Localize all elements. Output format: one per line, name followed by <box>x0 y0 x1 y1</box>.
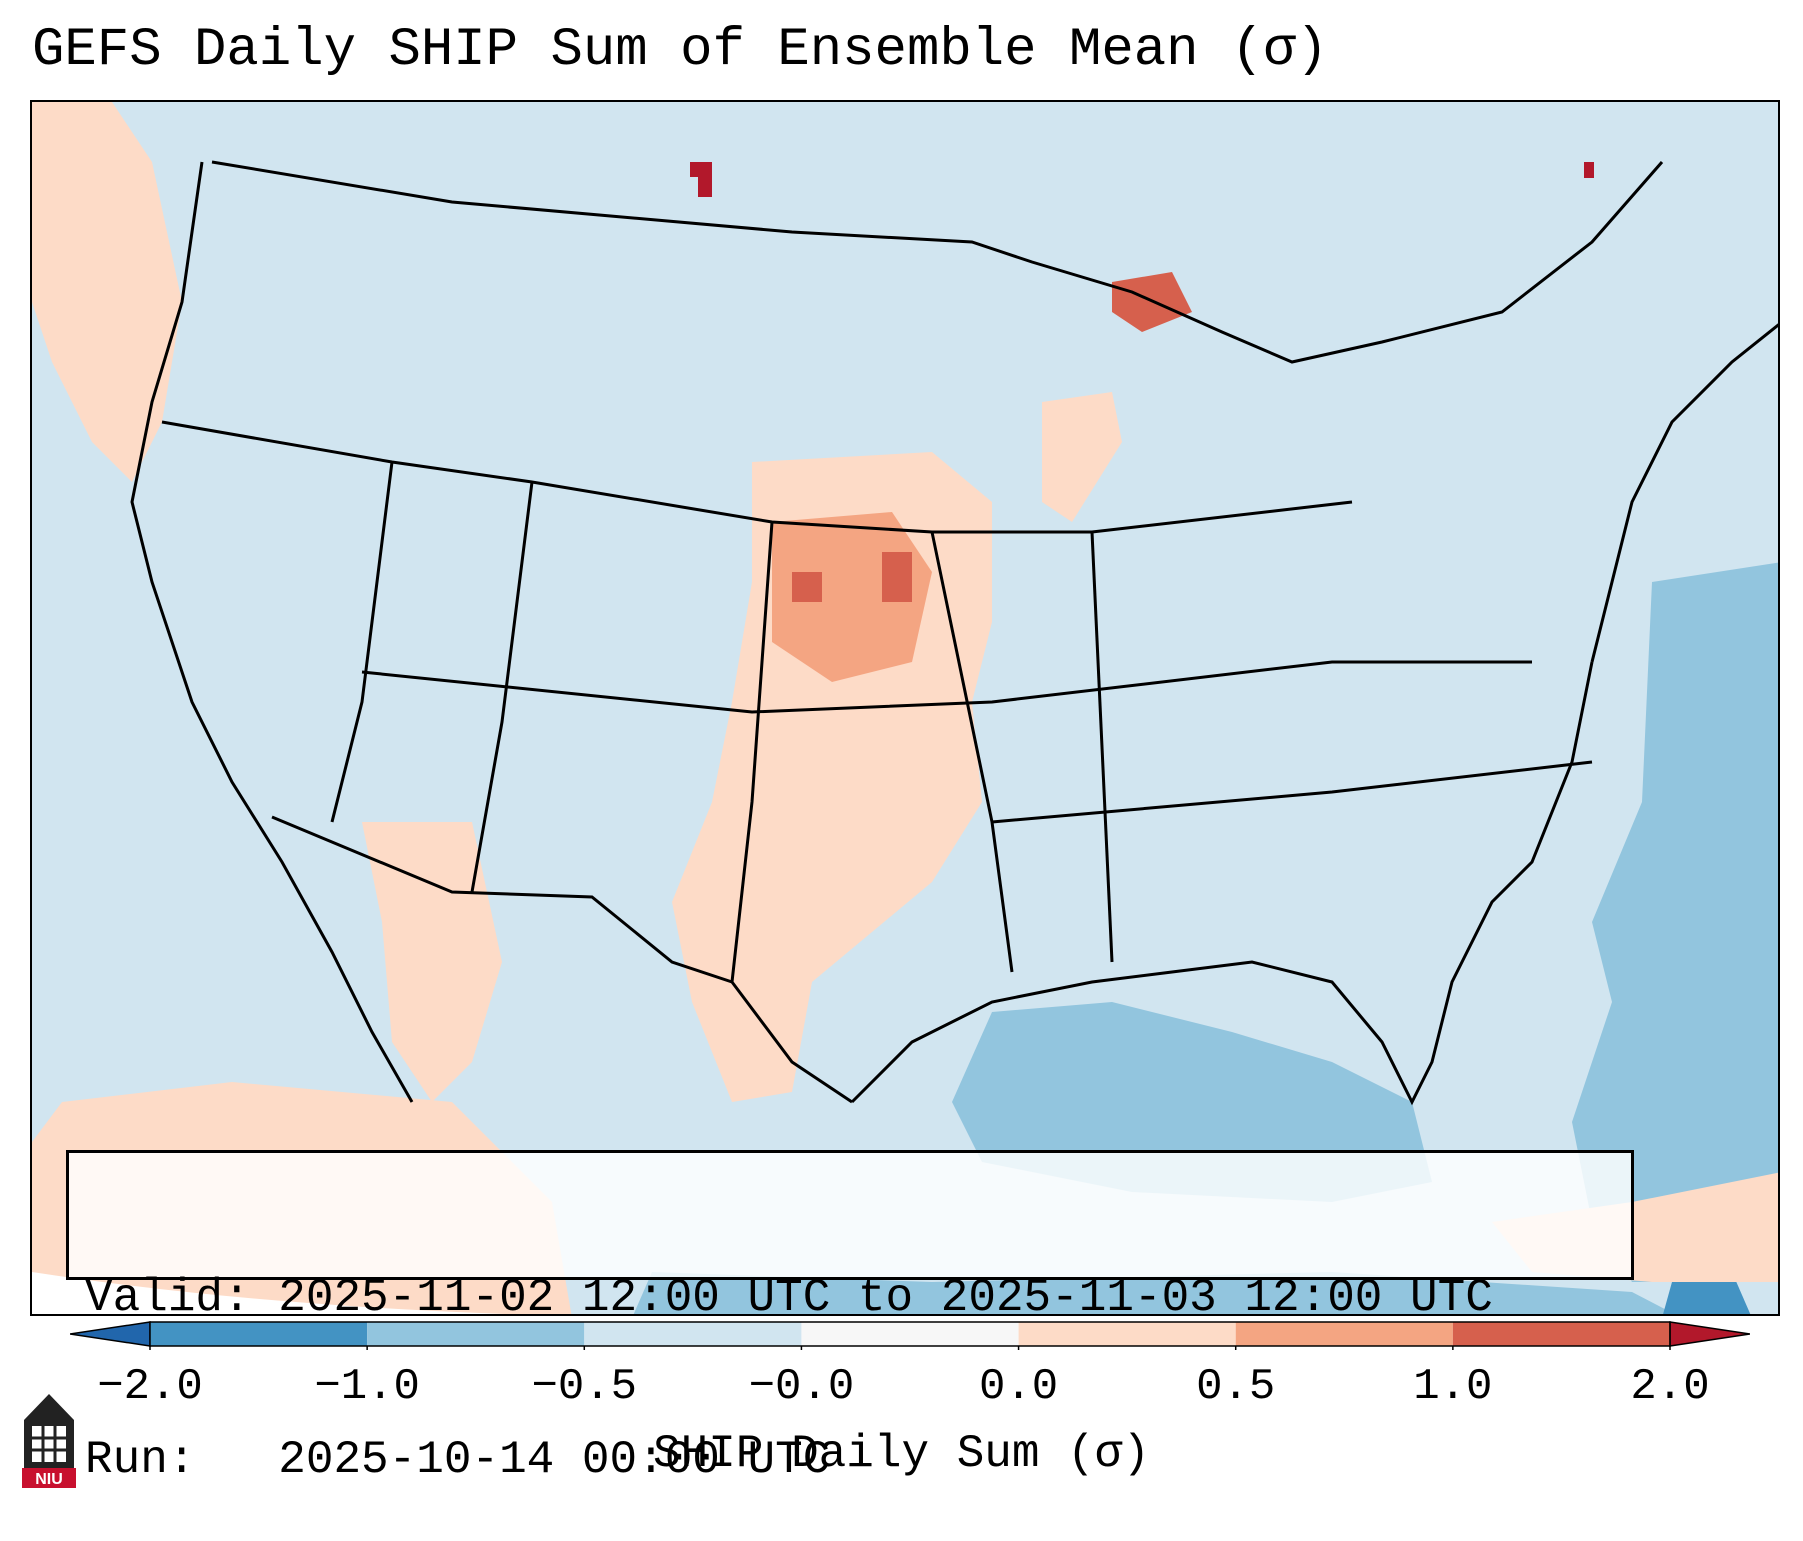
state-border-2 <box>330 461 394 823</box>
colorbar-tick-label: −2.0 <box>97 1362 203 1412</box>
state-border-8 <box>991 760 1593 824</box>
nebraska-strong-region <box>792 552 912 602</box>
state-border-7 <box>361 660 1532 714</box>
atlantic-coastline <box>1590 323 1778 663</box>
caribbean-deep-region <box>1663 1272 1751 1314</box>
southern-anomaly-region <box>633 1272 1675 1314</box>
colorbar-bin <box>150 1322 368 1346</box>
niu-logo-text: NIU <box>35 1471 63 1488</box>
colorbar-extend-high <box>1669 1321 1750 1347</box>
colorbar-tick-label: 2.0 <box>1630 1362 1710 1412</box>
us-canada-border <box>211 160 1664 364</box>
colorbar-tick-label: 0.5 <box>1196 1362 1276 1412</box>
colorbar-tick-label: 1.0 <box>1413 1362 1493 1412</box>
atlantic-anomaly-region <box>1572 562 1778 1282</box>
colorbar-bin <box>1235 1322 1453 1346</box>
map-title: GEFS Daily SHIP Sum of Ensemble Mean (σ) <box>32 20 1329 81</box>
valid-run-info-box: Valid: 2025-11-02 12:00 UTC to 2025-11-0… <box>66 1150 1634 1486</box>
colorbar-extend-low <box>70 1321 151 1347</box>
map-panel[interactable] <box>30 100 1780 1316</box>
map-canvas[interactable] <box>32 102 1780 1316</box>
saskatchewan-extreme-cell <box>690 162 712 197</box>
valid-time-text: Valid: 2025-11-02 12:00 UTC to 2025-11-0… <box>85 1272 1493 1324</box>
colorbar-bin <box>367 1322 585 1346</box>
colorbar-tick-label: −0.0 <box>748 1362 855 1412</box>
colorbar-tick-label: −1.0 <box>314 1362 420 1412</box>
run-time-text: Run: 2025-10-14 00:00 UTC <box>85 1434 831 1486</box>
great-lakes-positive-region <box>1042 392 1122 522</box>
colorbar-bin <box>584 1322 802 1346</box>
quebec-extreme-cell <box>1584 162 1594 178</box>
colorbar-bin <box>1452 1322 1670 1346</box>
colorbar <box>70 1321 1750 1350</box>
pacific-coastline <box>130 161 414 1103</box>
us-mexico-border <box>271 815 853 1104</box>
colorbar-outline <box>149 1321 1671 1347</box>
pacific-coast-positive-region <box>32 102 182 482</box>
gulf-coastline <box>850 661 1594 1106</box>
colorbar-bin <box>801 1322 1019 1346</box>
niu-logo: NIU <box>22 1394 76 1488</box>
coastlines-borders <box>130 160 1778 1106</box>
colorbar-label: SHIP Daily Sum (σ) <box>653 1428 1150 1480</box>
state-border-4 <box>730 521 774 983</box>
colorbar-bin <box>1018 1322 1236 1346</box>
state-border-6 <box>1090 531 1114 963</box>
colorbar-tick-label: −0.5 <box>531 1362 638 1412</box>
colorbar-tick-label: 0.0 <box>978 1362 1059 1412</box>
state-border-3 <box>470 481 534 893</box>
projection-edge <box>32 1272 505 1314</box>
